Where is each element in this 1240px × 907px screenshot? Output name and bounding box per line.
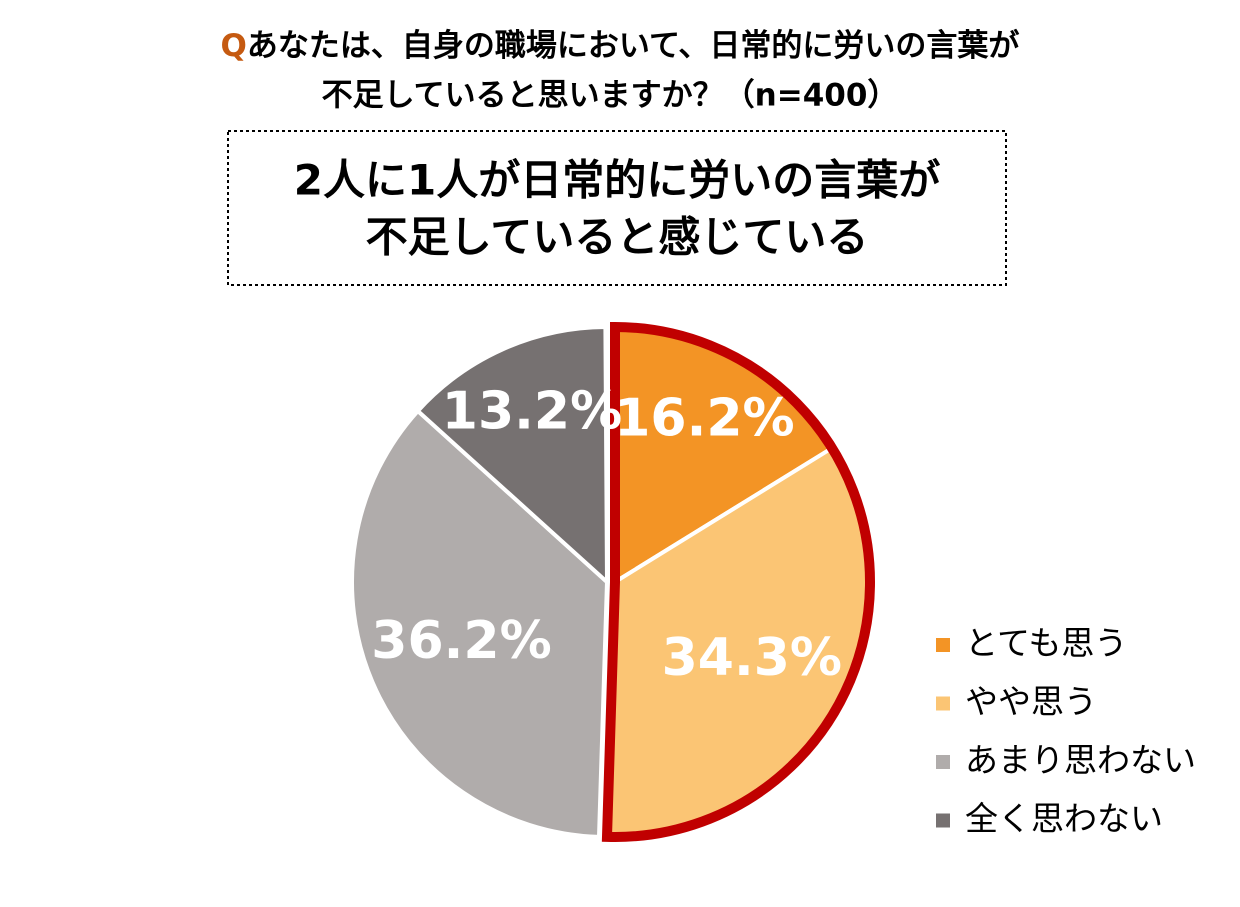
question-label: Q bbox=[221, 28, 247, 64]
title-text: あなたは、自身の職場において、日常的に労いの言葉が bbox=[247, 28, 1020, 64]
legend-label: 全く思わない bbox=[965, 799, 1163, 838]
value-label: 13.2% bbox=[442, 381, 622, 441]
value-label: 16.2% bbox=[614, 389, 794, 449]
value-label: 34.3% bbox=[662, 628, 842, 688]
value-label: 36.2% bbox=[371, 611, 551, 671]
annotation-line: 不足していると感じている bbox=[366, 213, 869, 262]
legend-label: あまり思わない bbox=[965, 741, 1196, 780]
legend-swatch bbox=[936, 813, 950, 828]
legend-label: やや思う bbox=[965, 682, 1097, 721]
annotation-line: 2人に1人が日常的に労いの言葉が bbox=[294, 156, 940, 205]
pie-slice bbox=[350, 408, 610, 839]
chart-title-line: 不足していると思いますか？（n=400） bbox=[322, 78, 899, 114]
annotation-box bbox=[227, 130, 1007, 286]
pie-slice bbox=[415, 324, 610, 587]
legend-swatch bbox=[936, 755, 950, 769]
legend-label: とても思う bbox=[965, 624, 1127, 663]
chart-title-line: Qあなたは、自身の職場において、日常的に労いの言葉が bbox=[221, 28, 1020, 64]
highlight-outline bbox=[601, 321, 875, 842]
legend-swatch bbox=[936, 696, 950, 711]
legend-swatch bbox=[936, 638, 950, 652]
